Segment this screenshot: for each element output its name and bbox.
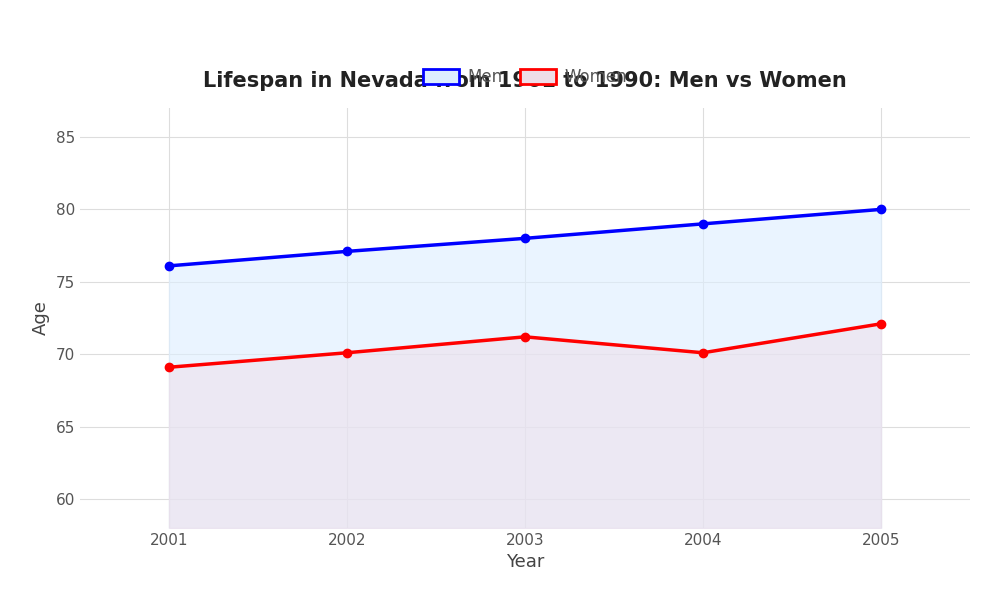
X-axis label: Year: Year xyxy=(506,553,544,571)
Legend: Men, Women: Men, Women xyxy=(416,62,634,93)
Y-axis label: Age: Age xyxy=(32,301,50,335)
Title: Lifespan in Nevada from 1961 to 1990: Men vs Women: Lifespan in Nevada from 1961 to 1990: Me… xyxy=(203,71,847,91)
